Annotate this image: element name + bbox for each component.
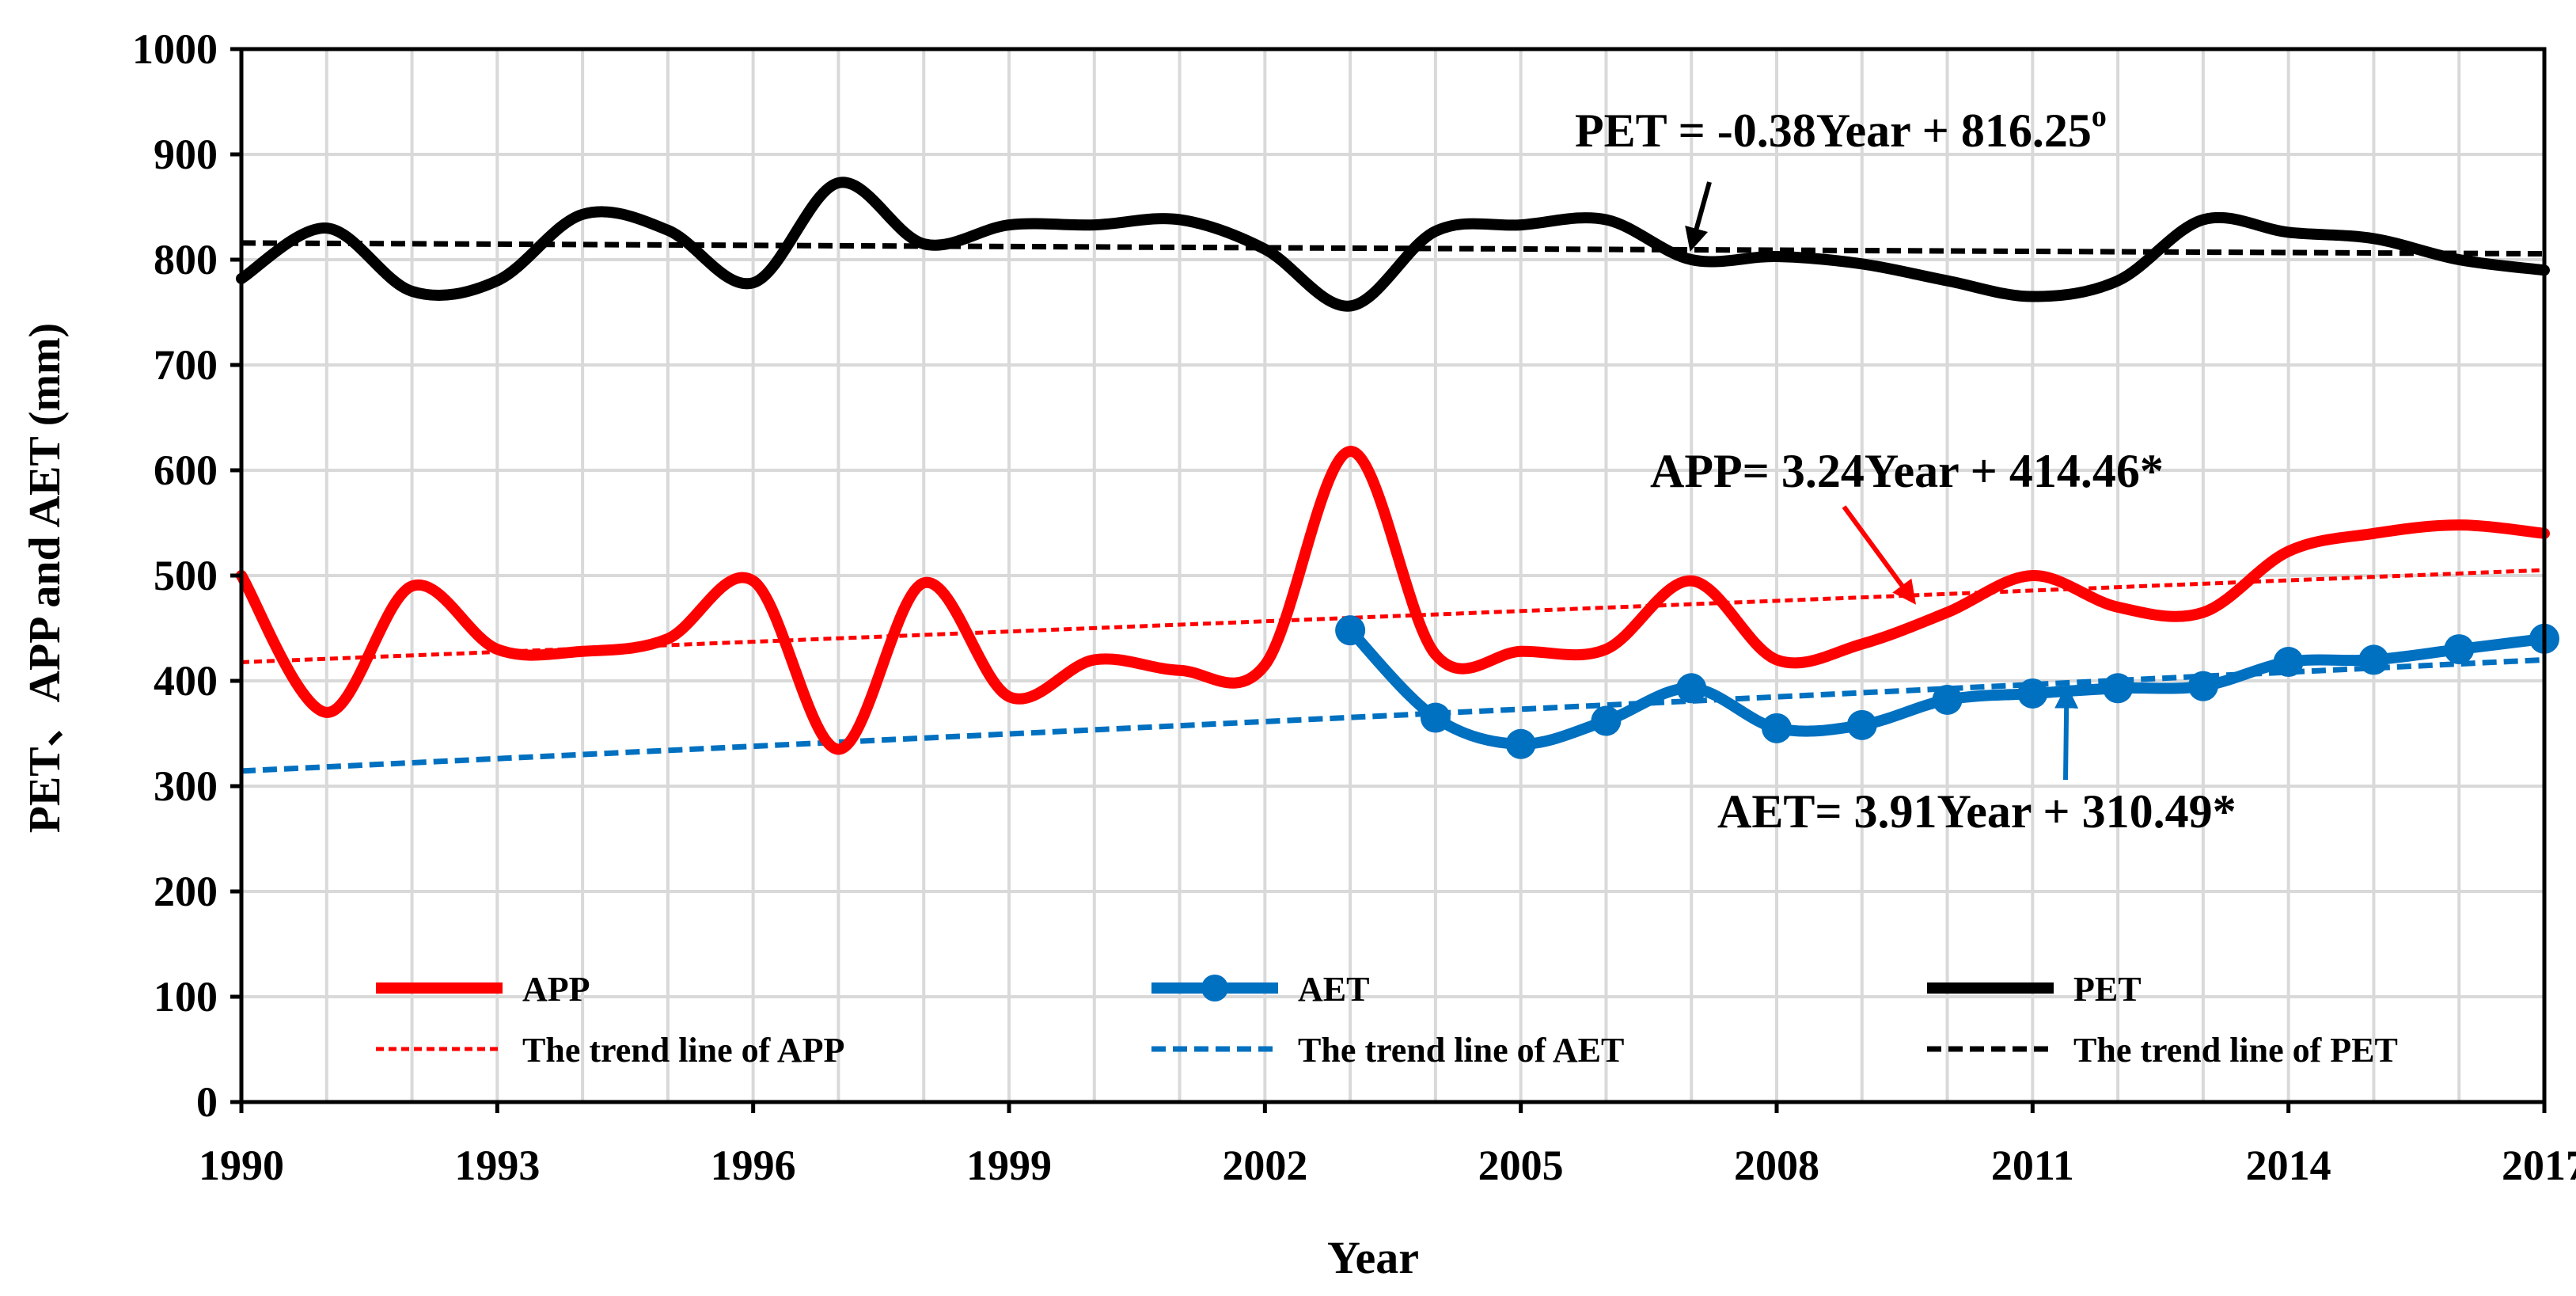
x-tick-label: 1996 xyxy=(711,1142,796,1189)
trend-equation-annotation: AET= 3.91Year + 310.49* xyxy=(1717,684,2236,838)
data-point-aet xyxy=(2358,644,2389,675)
legend-label: The trend line of APP xyxy=(522,1031,844,1070)
legend-item-the-trend-line-of-aet: The trend line of AET xyxy=(1151,1031,1624,1070)
legend-label: The trend line of PET xyxy=(2073,1031,2398,1070)
trend-equation-text: APP= 3.24Year + 414.46* xyxy=(1650,445,2164,497)
data-point-aet xyxy=(2273,647,2304,678)
grid-lines xyxy=(241,48,2546,1102)
annotation-arrow xyxy=(1685,181,1712,252)
legend: APP AET PET The trend line of APP The trend … xyxy=(376,970,2398,1070)
equation-main: AET= 3.91Year + 310.49* xyxy=(1717,785,2236,838)
x-tick-label: 2014 xyxy=(2246,1142,2331,1189)
data-point-aet xyxy=(1420,702,1451,733)
trend-equation-annotation: PET = -0.38Year + 816.25o xyxy=(1575,100,2107,252)
equation-main: APP= 3.24Year + 414.46* xyxy=(1650,445,2164,497)
y-tick-label: 800 xyxy=(154,236,218,283)
legend-item-aet: AET xyxy=(1151,970,1369,1009)
y-tick-label: 200 xyxy=(154,868,218,915)
axes: 0 100 200 300 400 500 600 700 800 900 1000 1990 1993… xyxy=(132,25,2576,1189)
x-tick-label: 2005 xyxy=(1478,1142,1564,1189)
legend-item-pet: PET xyxy=(1927,970,2142,1009)
y-tick-label: 1000 xyxy=(132,25,218,73)
data-point-aet xyxy=(1676,673,1707,704)
trend-equation-text: PET = -0.38Year + 816.25o xyxy=(1575,100,2107,157)
equation-main: PET = -0.38Year + 816.25 xyxy=(1575,105,2092,157)
y-tick-label: 600 xyxy=(154,447,218,494)
equation-superscript: o xyxy=(2092,100,2107,133)
legend-label: APP xyxy=(522,970,590,1009)
x-tick-label: 2011 xyxy=(1991,1142,2074,1189)
x-tick-label: 1990 xyxy=(199,1142,284,1189)
y-tick-label: 300 xyxy=(154,762,218,810)
annotations: PET = -0.38Year + 816.25o APP= 3.24Year +… xyxy=(1575,100,2236,838)
data-point-aet xyxy=(1762,713,1792,743)
y-tick-label: 400 xyxy=(154,657,218,705)
x-tick-label: 2002 xyxy=(1222,1142,1307,1189)
legend-label: AET xyxy=(1298,970,1369,1009)
data-point-aet xyxy=(1591,705,1622,736)
legend-label: The trend line of AET xyxy=(1298,1031,1624,1070)
series-layer xyxy=(236,177,2559,774)
legend-item-the-trend-line-of-app: The trend line of APP xyxy=(376,1031,844,1070)
data-point-aet xyxy=(2017,678,2048,709)
data-point-aet xyxy=(1932,684,1963,715)
y-tick-label: 0 xyxy=(196,1078,218,1126)
data-point-aet xyxy=(2103,673,2134,704)
data-point-aet xyxy=(2444,634,2475,665)
legend-item-the-trend-line-of-pet: The trend line of PET xyxy=(1927,1031,2398,1070)
legend-label: PET xyxy=(2073,970,2142,1009)
legend-item-app: APP xyxy=(376,970,590,1009)
y-tick-label: 500 xyxy=(154,552,218,599)
data-point-aet xyxy=(1505,728,1536,759)
x-tick-label: 1993 xyxy=(454,1142,540,1189)
x-tick-label: 2017 xyxy=(2502,1142,2576,1189)
series-line-pet xyxy=(236,177,2550,312)
trend-equation-annotation: APP= 3.24Year + 414.46* xyxy=(1650,445,2164,605)
data-point-aet xyxy=(1846,709,1877,740)
annotation-arrow xyxy=(1842,505,1916,605)
x-tick-label: 1999 xyxy=(966,1142,1052,1189)
y-axis-label: PET、APP and AET (mm) xyxy=(21,323,70,834)
data-point-aet xyxy=(2187,671,2218,701)
data-point-aet xyxy=(1335,615,1366,646)
trend-equation-text: AET= 3.91Year + 310.49* xyxy=(1717,785,2236,838)
x-tick-label: 2008 xyxy=(1734,1142,1819,1189)
y-tick-label: 900 xyxy=(154,131,218,178)
legend-marker xyxy=(1201,975,1228,1001)
series-line-the-trend-line-of-pet xyxy=(241,240,2545,257)
y-tick-label: 100 xyxy=(154,973,218,1020)
y-tick-label: 700 xyxy=(154,341,218,389)
x-axis-label: Year xyxy=(1327,1232,1419,1283)
series-line-app xyxy=(236,446,2550,755)
